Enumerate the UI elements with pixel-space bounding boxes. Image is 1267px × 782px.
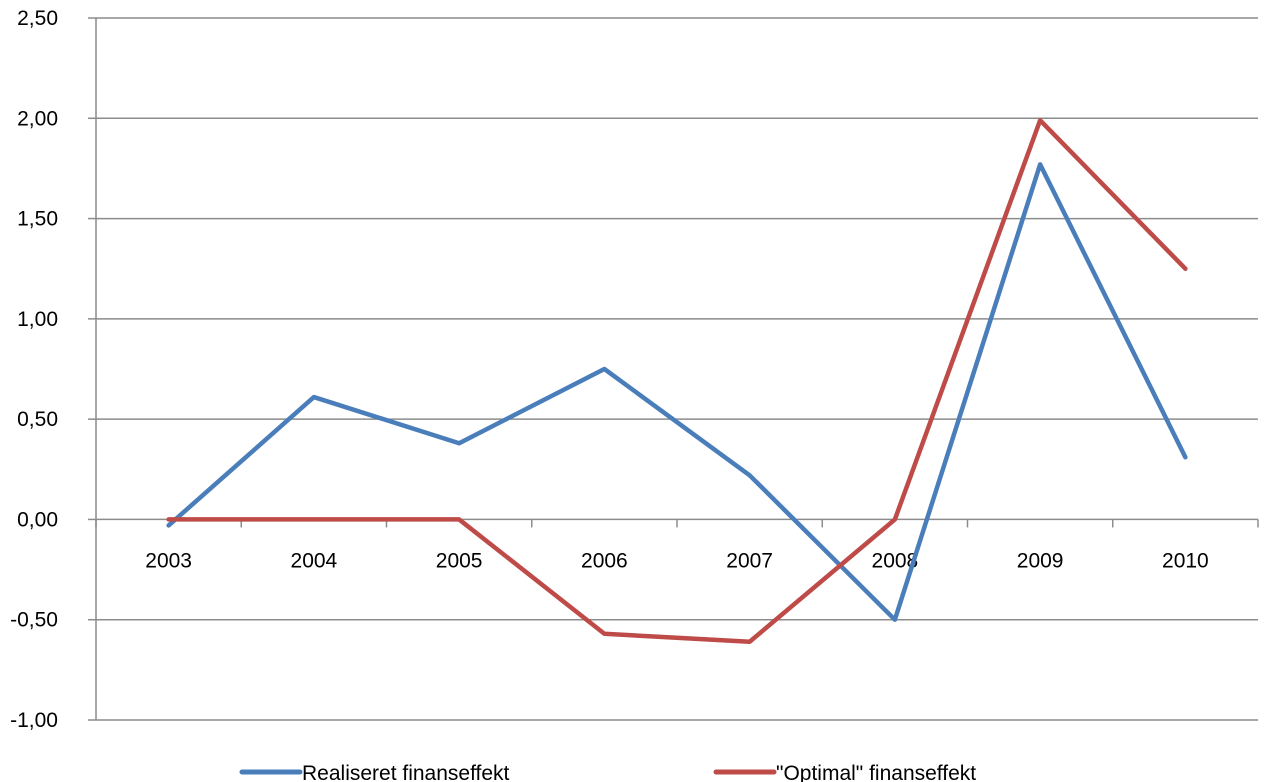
y-tick-label: 0,00 — [17, 508, 58, 531]
x-tick-labels: 2003 2004 2005 2006 2007 2008 2009 2010 — [145, 549, 1208, 572]
legend-label: Realiseret finanseffekt — [302, 762, 510, 782]
x-tick-label: 2003 — [145, 549, 192, 572]
legend: Realiseret finanseffekt "Optimal" finanse… — [239, 762, 976, 782]
y-tick-label: 1,00 — [17, 308, 58, 331]
y-tick-label: 2,50 — [17, 7, 58, 30]
x-tick-label: 2005 — [436, 549, 483, 572]
x-tick-label: 2007 — [726, 549, 773, 572]
gridlines — [96, 17, 1258, 721]
y-tick-label: -0,50 — [10, 609, 58, 632]
series-line-2 — [166, 118, 1188, 645]
x-tick-label: 2008 — [872, 549, 919, 572]
y-tick-labels: 2,50 2,00 1,50 1,00 0,50 0,00 -0,50 -1,00 — [10, 7, 58, 732]
x-tick-label: 2009 — [1017, 549, 1064, 572]
x-tick-label: 2006 — [581, 549, 628, 572]
y-tick-label: 2,00 — [17, 107, 58, 130]
y-tick-label: 0,50 — [17, 408, 58, 431]
y-tick-label: -1,00 — [10, 709, 58, 732]
series-lines — [166, 118, 1188, 645]
x-tick-label: 2010 — [1162, 549, 1209, 572]
series-line-1 — [166, 162, 1188, 622]
x-tick-label: 2004 — [291, 549, 338, 572]
y-tick-label: 1,50 — [17, 208, 58, 231]
legend-label: "Optimal" finanseffekt — [776, 762, 976, 782]
axes — [88, 17, 1259, 721]
